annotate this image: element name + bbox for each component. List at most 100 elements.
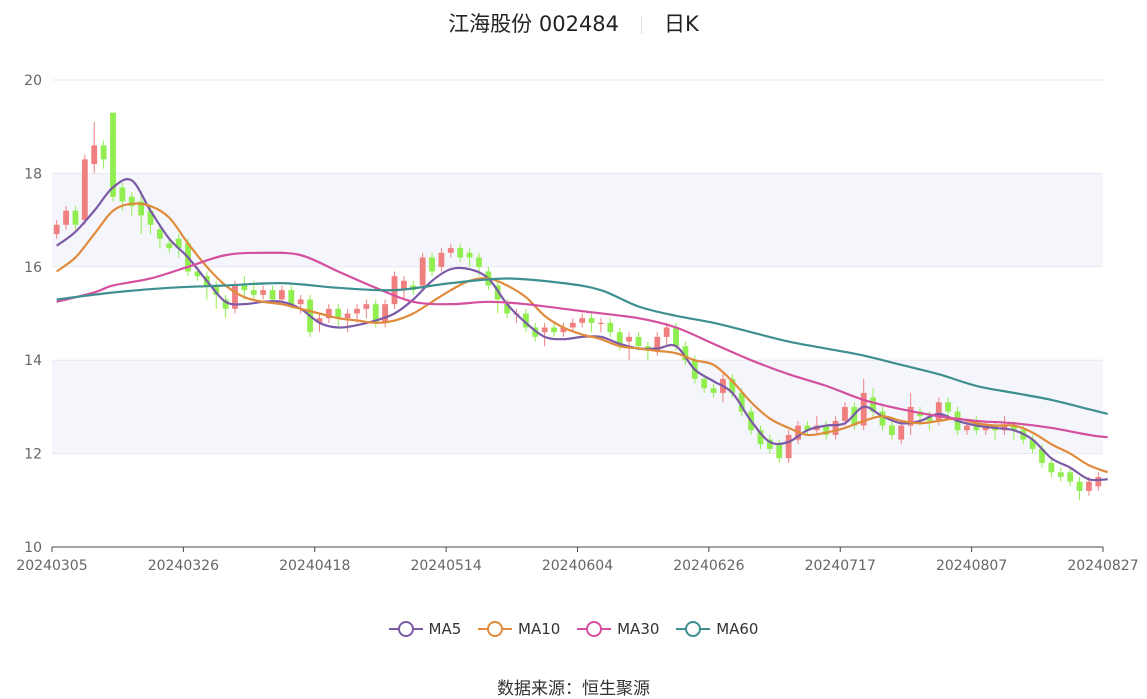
- candle-body: [110, 112, 116, 197]
- candle-body: [222, 299, 229, 309]
- legend-marker-icon: [577, 621, 612, 637]
- candle-body: [579, 318, 586, 323]
- legend-marker-icon: [676, 621, 711, 637]
- candle-body: [232, 285, 238, 309]
- candle-body: [335, 308, 342, 319]
- grid-band: [52, 360, 1103, 454]
- candle-body: [1095, 476, 1102, 487]
- series-line-ma10: [56, 202, 1109, 474]
- candle-body: [898, 425, 905, 440]
- series-line-ma30: [56, 251, 1108, 439]
- candle-body: [316, 318, 323, 323]
- candle-body: [288, 290, 295, 305]
- candle-body: [1048, 462, 1055, 473]
- candle-body: [598, 322, 604, 325]
- candle-body: [466, 252, 473, 258]
- candle-body: [964, 425, 970, 431]
- candle-body: [522, 313, 529, 328]
- legend-label: MA5: [428, 620, 462, 638]
- candle-body: [710, 388, 717, 393]
- candle-body: [860, 392, 867, 426]
- legend-label: MA60: [716, 620, 759, 638]
- candle-body: [278, 290, 285, 300]
- candle-body: [785, 434, 792, 459]
- candle-body: [560, 327, 567, 333]
- y-tick-label: 16: [24, 260, 42, 276]
- candle-body: [607, 322, 614, 333]
- candle-body: [551, 327, 557, 333]
- candle-body: [673, 327, 679, 347]
- period-label[interactable]: 日K: [664, 12, 699, 36]
- x-tick-label: 20240514: [410, 558, 481, 574]
- candle-body: [166, 243, 173, 249]
- candle-body: [945, 402, 952, 412]
- candle-body: [588, 318, 595, 323]
- candle-body: [447, 248, 454, 253]
- candle-body: [81, 159, 88, 221]
- candle-body: [63, 210, 69, 225]
- candle-body: [91, 145, 98, 165]
- x-tick-label: 20240604: [542, 558, 613, 574]
- candle-body: [626, 336, 633, 342]
- candle-body: [147, 210, 154, 225]
- candle-body: [832, 420, 839, 435]
- title-divider: [641, 16, 643, 34]
- candle-body: [935, 402, 942, 421]
- series-line-ma60: [56, 277, 1108, 415]
- candle-body: [175, 238, 182, 249]
- candle-body: [457, 248, 464, 258]
- candle-body: [213, 285, 220, 295]
- candle-body: [419, 257, 426, 286]
- legend: MA5 MA10 MA30 MA60: [0, 620, 1147, 641]
- candle-body: [297, 299, 304, 305]
- candle-body: [363, 304, 370, 309]
- legend-item-ma5[interactable]: MA5: [388, 620, 462, 638]
- candle-body: [194, 271, 201, 277]
- grid-band: [52, 173, 1103, 267]
- candle-body: [879, 411, 886, 426]
- candle-body: [616, 332, 623, 347]
- candle-body: [1076, 481, 1083, 491]
- kline-chart: 10 12 14 16 18 20 20240305 20240326 20240418 2024…: [16, 73, 1138, 574]
- candle-body: [1057, 472, 1064, 477]
- candle-body: [541, 327, 548, 333]
- candle-body: [250, 290, 257, 295]
- legend-label: MA10: [518, 620, 561, 638]
- legend-marker-icon: [478, 621, 513, 637]
- legend-marker-icon: [388, 621, 423, 637]
- x-tick-label: 20240305: [16, 558, 87, 574]
- candle-body: [269, 290, 276, 300]
- candle-body: [476, 257, 482, 267]
- candle-body: [128, 196, 135, 207]
- candle-body: [907, 406, 914, 426]
- candle-body: [1067, 472, 1074, 482]
- candle-body: [532, 327, 539, 337]
- candle-body: [241, 285, 248, 291]
- candle-body: [1029, 439, 1036, 449]
- y-tick-label: 12: [24, 447, 42, 463]
- candle-body: [1039, 448, 1045, 463]
- y-tick-label: 18: [24, 166, 42, 182]
- candle-body: [429, 257, 435, 272]
- legend-item-ma60[interactable]: MA60: [676, 620, 758, 638]
- candle-body: [1086, 481, 1092, 491]
- candle-body: [926, 416, 933, 421]
- legend-item-ma30[interactable]: MA30: [577, 620, 659, 638]
- candle-body: [682, 346, 689, 361]
- candle-body: [888, 425, 895, 435]
- candle-body: [757, 430, 764, 445]
- legend-item-ma10[interactable]: MA10: [478, 620, 560, 638]
- x-tick-label: 20240326: [148, 558, 219, 574]
- candle-body: [729, 378, 736, 393]
- candle-body: [138, 201, 145, 216]
- y-tick-label: 10: [24, 540, 42, 556]
- legend-label: MA30: [617, 620, 660, 638]
- candle-body: [72, 210, 79, 225]
- candle-body: [100, 145, 107, 160]
- x-tick-label: 20240827: [1067, 558, 1138, 574]
- candle-body: [157, 229, 163, 239]
- candle-body: [504, 304, 511, 314]
- x-tick-label: 20240717: [805, 558, 876, 574]
- candle-body: [325, 308, 332, 319]
- x-tick-label: 20240807: [936, 558, 1007, 574]
